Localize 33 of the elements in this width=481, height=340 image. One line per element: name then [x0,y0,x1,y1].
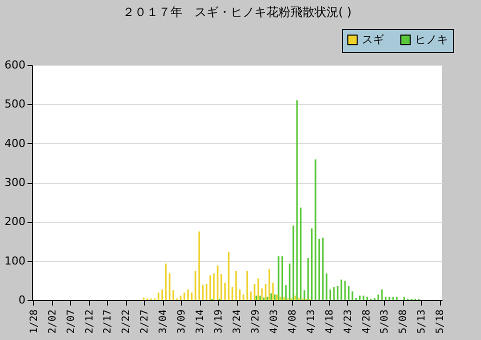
x-tick-label: 4/08 [287,310,298,334]
x-tick-label: 5/08 [398,310,410,334]
x-tick-label: 3/14 [195,310,206,334]
y-tick-label: 500 [4,98,26,111]
x-tick-label: 3/19 [214,310,225,334]
legend-label: スギ [362,34,384,46]
x-tick-label: 4/18 [324,310,336,334]
y-tick-label: 400 [4,136,26,150]
y-tick-label: 100 [4,254,26,268]
x-tick-label: 3/09 [176,310,188,334]
x-tick-label: 3/24 [232,310,243,334]
x-tick-label: 2/22 [121,310,132,334]
x-tick-label: 4/28 [361,310,372,334]
x-tick-label: 1/28 [28,310,40,334]
x-tick-label: 5/18 [435,310,446,334]
legend-label: ヒノキ [415,34,448,46]
y-tick-label: 200 [4,215,26,228]
x-tick-label: 2/27 [140,310,151,334]
x-tick-label: 4/13 [306,310,317,334]
x-tick-label: 4/23 [342,310,354,334]
x-tick-label: 5/03 [380,310,391,334]
x-tick-label: 2/07 [66,310,77,334]
x-tick-label: 2/17 [102,310,114,334]
chart-title: ２０１７年 スギ・ヒノキ花粉飛散状況( ) [122,5,352,19]
x-tick-label: 3/04 [158,310,170,334]
x-tick-label: 4/03 [268,310,280,334]
x-tick-label: 3/29 [250,310,262,334]
x-tick-label: 5/13 [416,310,428,334]
y-tick-label: 600 [4,58,26,72]
x-tick-label: 2/02 [47,310,58,334]
y-tick-label: 300 [4,176,26,189]
x-tick-label: 2/12 [84,310,96,334]
y-tick-label: 0 [18,294,26,306]
